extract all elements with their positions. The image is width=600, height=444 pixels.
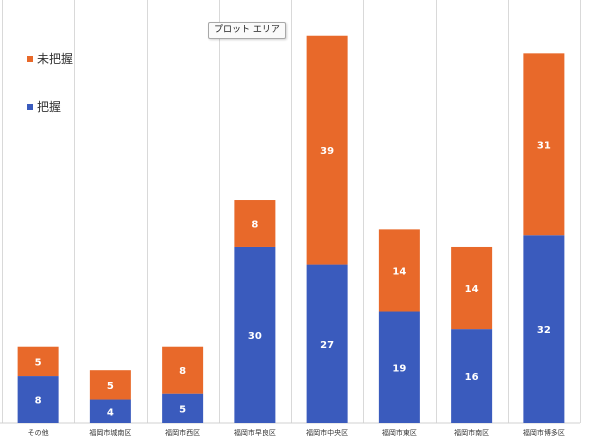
legend-swatch (27, 104, 33, 110)
x-tick-label: 福岡市西区 (165, 428, 200, 437)
data-label: 4 (107, 407, 114, 418)
bar-未把握-7[interactable] (451, 246, 493, 330)
bar-把握-5[interactable] (306, 264, 348, 423)
bar-把握-3[interactable] (162, 393, 204, 423)
data-label: 39 (320, 146, 334, 157)
bar-未把握-6[interactable] (378, 229, 420, 312)
data-label: 16 (465, 372, 479, 383)
data-label: 5 (179, 404, 186, 415)
data-labels: 8 5 4 5 5 8 30 8 27 39 19 14 16 14 32 31 (35, 140, 551, 418)
data-label: 30 (248, 331, 262, 342)
data-label: 5 (107, 381, 114, 392)
data-label: 14 (465, 284, 479, 295)
legend-swatch (27, 56, 33, 62)
bar-把握-2[interactable] (89, 399, 131, 423)
data-label: 5 (35, 357, 42, 368)
legend-label: 未把握 (37, 51, 73, 66)
bar-未把握-8[interactable] (523, 53, 565, 236)
bar-未把握-4[interactable] (234, 200, 276, 247)
data-label: 27 (320, 340, 334, 351)
data-label: 19 (392, 363, 406, 374)
bar-未把握-1[interactable] (17, 346, 59, 377)
x-tick-label: その他 (28, 428, 49, 437)
x-tick-label: 福岡市南区 (454, 428, 489, 437)
data-label: 32 (537, 325, 551, 336)
x-tick-label: 福岡市中央区 (306, 428, 348, 437)
x-tick-label: 福岡市城南区 (89, 428, 131, 437)
bar-未把握-3[interactable] (162, 346, 204, 394)
bars (17, 35, 565, 423)
data-label: 8 (35, 396, 42, 407)
bar-把握-4[interactable] (234, 246, 276, 423)
x-tick-label: 福岡市早良区 (234, 428, 276, 437)
legend-label: 把握 (37, 99, 61, 114)
bar-未把握-2[interactable] (89, 370, 131, 400)
data-label: 8 (179, 366, 186, 377)
grid (2, 0, 581, 423)
bar-把握-6[interactable] (378, 311, 420, 423)
x-tick-labels: その他 福岡市城南区 福岡市西区 福岡市早良区 福岡市中央区 福岡市東区 福岡市南区 福岡市博… (28, 428, 565, 437)
bar-未把握-5[interactable] (306, 35, 348, 265)
bar-把握-7[interactable] (451, 329, 493, 423)
bar-把握-1[interactable] (17, 376, 59, 423)
plot-area-tooltip: プロット エリア (208, 22, 286, 39)
bar-把握-8[interactable] (523, 235, 565, 423)
data-label: 8 (251, 220, 258, 231)
data-label: 31 (537, 140, 551, 151)
x-tick-label: 福岡市博多区 (523, 428, 565, 437)
x-tick-label: 福岡市東区 (382, 428, 417, 437)
data-label: 14 (392, 266, 406, 277)
